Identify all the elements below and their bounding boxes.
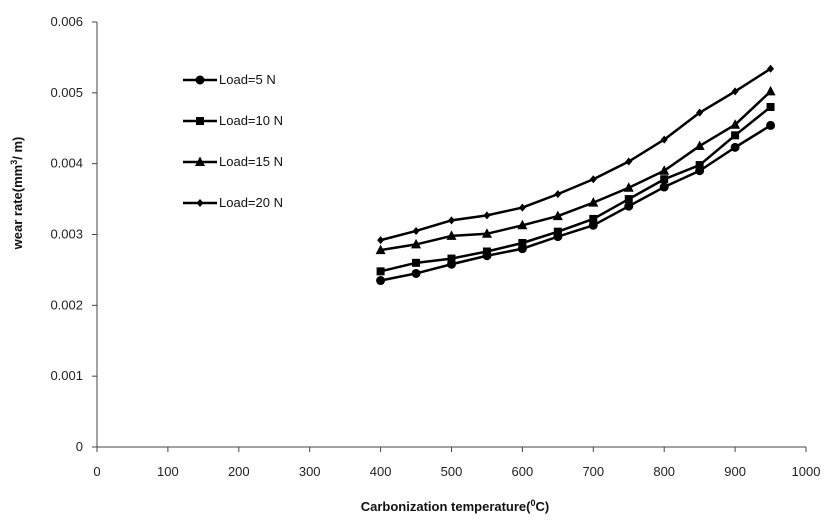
data-point bbox=[659, 182, 669, 192]
y-tick-label: 0.005 bbox=[50, 85, 83, 100]
y-tick-label: 0.006 bbox=[50, 14, 83, 29]
series-load-2 bbox=[376, 103, 775, 276]
data-point bbox=[765, 85, 776, 96]
y-axis-label: wear rate(mm3/ m) bbox=[9, 137, 25, 251]
data-point bbox=[766, 103, 775, 111]
data-point bbox=[448, 216, 455, 225]
legend-label: Load=10 N bbox=[219, 113, 283, 128]
data-point bbox=[553, 227, 562, 236]
data-point bbox=[552, 210, 563, 221]
series-load-4 bbox=[377, 64, 775, 245]
data-point bbox=[589, 175, 597, 184]
data-point bbox=[623, 182, 634, 192]
series-line bbox=[380, 90, 772, 252]
x-tick-label: 500 bbox=[441, 464, 463, 479]
data-point bbox=[624, 195, 633, 204]
legend-item: Load=20 N bbox=[183, 195, 283, 210]
legend-label: Load=5 N bbox=[219, 72, 276, 87]
series-load-1 bbox=[376, 120, 776, 286]
y-tick-label: 0.003 bbox=[50, 227, 83, 242]
data-point bbox=[447, 254, 456, 263]
data-point bbox=[517, 219, 528, 230]
series-load-3 bbox=[375, 85, 776, 255]
data-point bbox=[695, 161, 704, 170]
legend-marker bbox=[196, 199, 204, 207]
data-point bbox=[554, 190, 562, 199]
data-point bbox=[660, 175, 669, 184]
data-point bbox=[624, 201, 634, 211]
legend-marker bbox=[195, 75, 205, 85]
data-point bbox=[767, 64, 775, 73]
legend-marker bbox=[196, 117, 204, 125]
x-tick-label: 200 bbox=[228, 464, 250, 479]
series-group bbox=[375, 64, 776, 286]
data-point bbox=[446, 230, 457, 240]
x-tick-label: 800 bbox=[653, 464, 675, 479]
y-tick-label: 0.004 bbox=[50, 156, 83, 171]
x-tick-label: 700 bbox=[582, 464, 604, 479]
data-point bbox=[481, 228, 492, 238]
y-tick-label: 0.001 bbox=[50, 368, 83, 383]
x-tick-label: 100 bbox=[157, 464, 179, 479]
x-axis-label: Carbonization temperature(0C) bbox=[361, 498, 549, 514]
y-tick-label: 0 bbox=[76, 439, 83, 454]
data-point bbox=[376, 267, 385, 276]
data-point bbox=[376, 276, 386, 286]
data-point bbox=[731, 131, 740, 140]
data-point bbox=[375, 244, 386, 255]
data-point bbox=[483, 211, 491, 220]
y-tick-label: 0.002 bbox=[50, 297, 83, 312]
x-tick-label: 400 bbox=[370, 464, 392, 479]
data-point bbox=[730, 142, 740, 152]
data-point bbox=[588, 220, 598, 230]
y-ticks: 0 0.001 0.002 0.003 0.004 0.005 0.006 bbox=[50, 14, 97, 454]
data-point bbox=[377, 236, 385, 245]
legend: Load=5 N Load=10 N Load=15 N Load=20 N bbox=[183, 72, 283, 210]
legend-item: Load=5 N bbox=[183, 72, 276, 87]
data-point bbox=[766, 120, 776, 130]
legend-marker bbox=[195, 156, 205, 166]
x-ticks: 0 100 200 300 400 500 600 700 800 900 1000 bbox=[93, 447, 820, 479]
data-point bbox=[625, 157, 633, 166]
x-tick-label: 600 bbox=[512, 464, 534, 479]
legend-label: Load=20 N bbox=[219, 195, 283, 210]
data-point bbox=[589, 214, 598, 223]
data-point bbox=[518, 203, 526, 212]
data-point bbox=[482, 247, 491, 256]
data-point bbox=[694, 140, 705, 150]
data-point bbox=[730, 119, 741, 129]
data-point bbox=[518, 239, 527, 247]
series-line bbox=[380, 124, 772, 282]
x-tick-label: 0 bbox=[93, 464, 100, 479]
legend-item: Load=15 N bbox=[183, 154, 283, 169]
data-point bbox=[660, 135, 668, 144]
series-line bbox=[380, 106, 772, 273]
data-point bbox=[412, 226, 420, 235]
series-line bbox=[380, 67, 772, 242]
data-point bbox=[696, 108, 704, 117]
x-tick-label: 900 bbox=[724, 464, 746, 479]
data-point bbox=[659, 165, 670, 175]
data-point bbox=[412, 258, 421, 267]
x-tick-label: 1000 bbox=[792, 464, 821, 479]
data-point bbox=[411, 238, 422, 249]
legend-item: Load=10 N bbox=[183, 113, 283, 128]
legend-label: Load=15 N bbox=[219, 154, 283, 169]
data-point bbox=[411, 268, 421, 278]
data-point bbox=[588, 197, 599, 207]
data-point bbox=[731, 87, 739, 96]
x-tick-label: 300 bbox=[299, 464, 321, 479]
